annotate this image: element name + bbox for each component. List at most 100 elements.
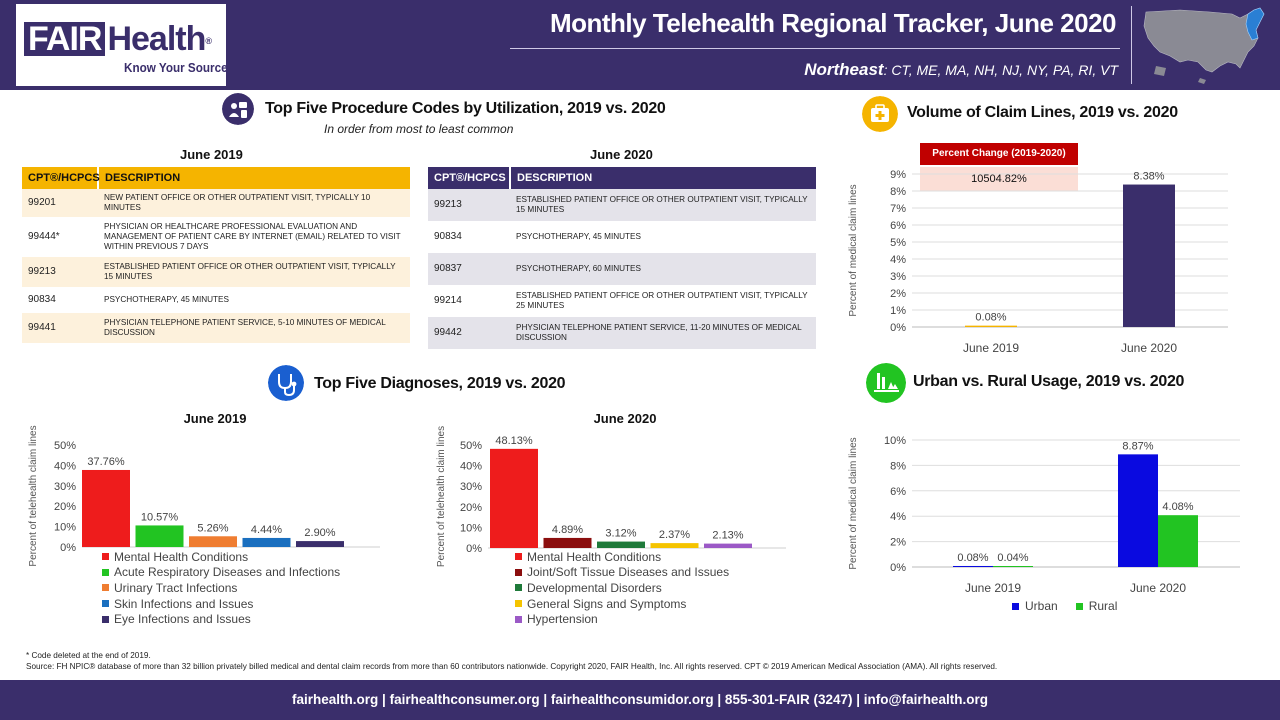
y-tick-label: 4% [890, 511, 906, 523]
logo-reg: ® [205, 36, 212, 46]
y-tick-label: 2% [890, 288, 906, 300]
diagnoses-2020-legend: Mental Health Conditions Joint/Soft Tissu… [515, 549, 729, 627]
legend-label: General Signs and Symptoms [527, 596, 687, 611]
legend-item: Urban [1012, 599, 1058, 613]
row-description: PHYSICIAN TELEPHONE PATIENT SERVICE, 5-1… [98, 313, 410, 343]
procedure-table-2019: CPT®/HCPCS DESCRIPTION 99201 NEW PATIENT … [22, 167, 410, 343]
col-header-code: CPT®/HCPCS [22, 167, 100, 189]
legend-item: Acute Respiratory Diseases and Infection… [102, 565, 340, 581]
legend-label: Developmental Disorders [527, 580, 662, 595]
legend-item: Hypertension [515, 611, 729, 627]
legend-swatch [102, 584, 109, 592]
data-label: 48.13% [495, 435, 533, 447]
y-tick-label: 0% [466, 543, 482, 555]
urban-rural-chart: 0% 2% 4% 6% 8% 10% Percent of medical claim li… [848, 435, 1240, 595]
data-label: 8.38% [1133, 171, 1164, 183]
table-row: 90834 PSYCHOTHERAPY, 45 MINUTES [22, 287, 410, 313]
y-tick-label: 1% [890, 305, 906, 317]
footer-contact-bar: fairhealth.org | fairhealthconsumer.org … [0, 680, 1280, 720]
row-code: 99444* [22, 217, 98, 257]
y-tick-label: 10% [884, 435, 906, 447]
y-tick-label: 0% [60, 542, 76, 554]
logo-health: Health [107, 20, 206, 58]
chart-title: June 2019 [184, 411, 247, 426]
legend-label: Mental Health Conditions [114, 549, 249, 564]
data-label: 8.87% [1122, 440, 1153, 452]
data-label: 2.37% [659, 529, 690, 541]
y-tick-label: 10% [460, 522, 482, 534]
y-tick-label: 8% [890, 460, 906, 472]
data-label: 3.12% [605, 528, 636, 540]
legend-swatch [102, 615, 109, 623]
legend-label: Acute Respiratory Diseases and Infection… [114, 565, 341, 580]
legend-label: Rural [1088, 599, 1118, 613]
source-note: Source: FH NPIC® database of more than 3… [26, 662, 998, 671]
y-tick-label: 6% [890, 486, 906, 498]
y-tick-label: 40% [460, 461, 482, 473]
diagnoses-2019-chart: June 2019 0% 10% 20% 30% 40% 50% Percent of tel… [28, 411, 380, 567]
legend-label: Joint/Soft Tissue Diseases and Issues [527, 565, 730, 580]
bar [82, 469, 130, 547]
legend-swatch [102, 600, 109, 608]
fairhealth-logo[interactable]: FAIR Health® Know Your Source [16, 4, 228, 86]
chart-title: June 2020 [594, 411, 657, 426]
diagnoses-2020-chart: June 2020 0% 10% 20% 30% 40% 50% Percent of tel… [436, 411, 786, 567]
row-code: 99213 [428, 189, 510, 221]
col-header-description: DESCRIPTION [98, 167, 410, 189]
y-tick-label: 2% [890, 537, 906, 549]
y-tick-label: 50% [54, 440, 76, 452]
legend-swatch [515, 615, 522, 623]
table-row: 90834 PSYCHOTHERAPY, 45 MINUTES [428, 221, 816, 253]
y-tick-label: 4% [890, 254, 906, 266]
rural-landscape-icon [866, 363, 906, 403]
table-row: 99213 ESTABLISHED PATIENT OFFICE OR OTHER… [22, 257, 410, 287]
data-label: 4.44% [251, 524, 282, 536]
legend-label: Eye Infections and Issues [114, 612, 251, 627]
legend-swatch [1012, 602, 1019, 610]
y-tick-label: 20% [460, 502, 482, 514]
diagnoses-title: Top Five Diagnoses, 2019 vs. 2020 [314, 375, 566, 392]
legend-swatch [1075, 602, 1083, 610]
legend-item: General Signs and Symptoms [515, 596, 729, 612]
legend-label: Urban [1025, 599, 1058, 613]
table-row: 99213 ESTABLISHED PATIENT OFFICE OR OTHER… [428, 189, 816, 221]
logo-tagline: Know Your Source [124, 60, 228, 75]
legend-swatch [102, 553, 109, 561]
y-tick-label: 9% [890, 169, 906, 181]
legend-swatch [515, 600, 522, 608]
legend-item: Joint/Soft Tissue Diseases and Issues [515, 565, 729, 581]
data-label: 5.26% [197, 522, 228, 534]
percent-change-value: 10504.82% [920, 167, 1078, 191]
us-map-icon [1143, 7, 1265, 84]
y-axis-label: Percent of medical claim lines [848, 437, 859, 569]
title-divider [510, 48, 1120, 49]
procedure-icon [222, 93, 254, 125]
y-tick-label: 40% [54, 460, 76, 472]
header-banner: FAIR Health® Know Your Source Monthly Tel… [0, 0, 1280, 90]
x-category-label: June 2019 [963, 341, 1019, 355]
bar [490, 448, 538, 548]
row-description: PSYCHOTHERAPY, 45 MINUTES [510, 221, 816, 253]
proc-2020-heading: June 2020 [590, 147, 653, 162]
region-line: Northeast: CT, ME, MA, NH, NJ, NY, PA, R… [600, 60, 1118, 80]
bar [704, 543, 752, 548]
legend-label: Mental Health Conditions [527, 549, 662, 564]
row-code: 90834 [428, 221, 510, 253]
y-tick-label: 3% [890, 271, 906, 283]
data-label: 2.90% [304, 527, 335, 539]
bar [650, 543, 699, 548]
header-divider [1131, 6, 1132, 84]
row-code: 99213 [22, 257, 98, 287]
y-tick-label: 30% [54, 481, 76, 493]
y-axis-label: Percent of medical claim lines [848, 184, 859, 316]
y-tick-label: 0% [890, 562, 906, 574]
table-header-row: CPT®/HCPCS DESCRIPTION [22, 167, 410, 189]
legend-item: Rural [1075, 599, 1118, 613]
y-axis-label: Percent of telehealth claim lines [28, 425, 39, 566]
data-label: 2.13% [712, 530, 743, 542]
data-label: 37.76% [87, 456, 125, 468]
x-category-label: June 2020 [1130, 581, 1186, 595]
legend-label: Skin Infections and Issues [114, 596, 254, 611]
legend-item: Mental Health Conditions [515, 549, 729, 565]
table-row: 99441 PHYSICIAN TELEPHONE PATIENT SERVICE… [22, 313, 410, 343]
